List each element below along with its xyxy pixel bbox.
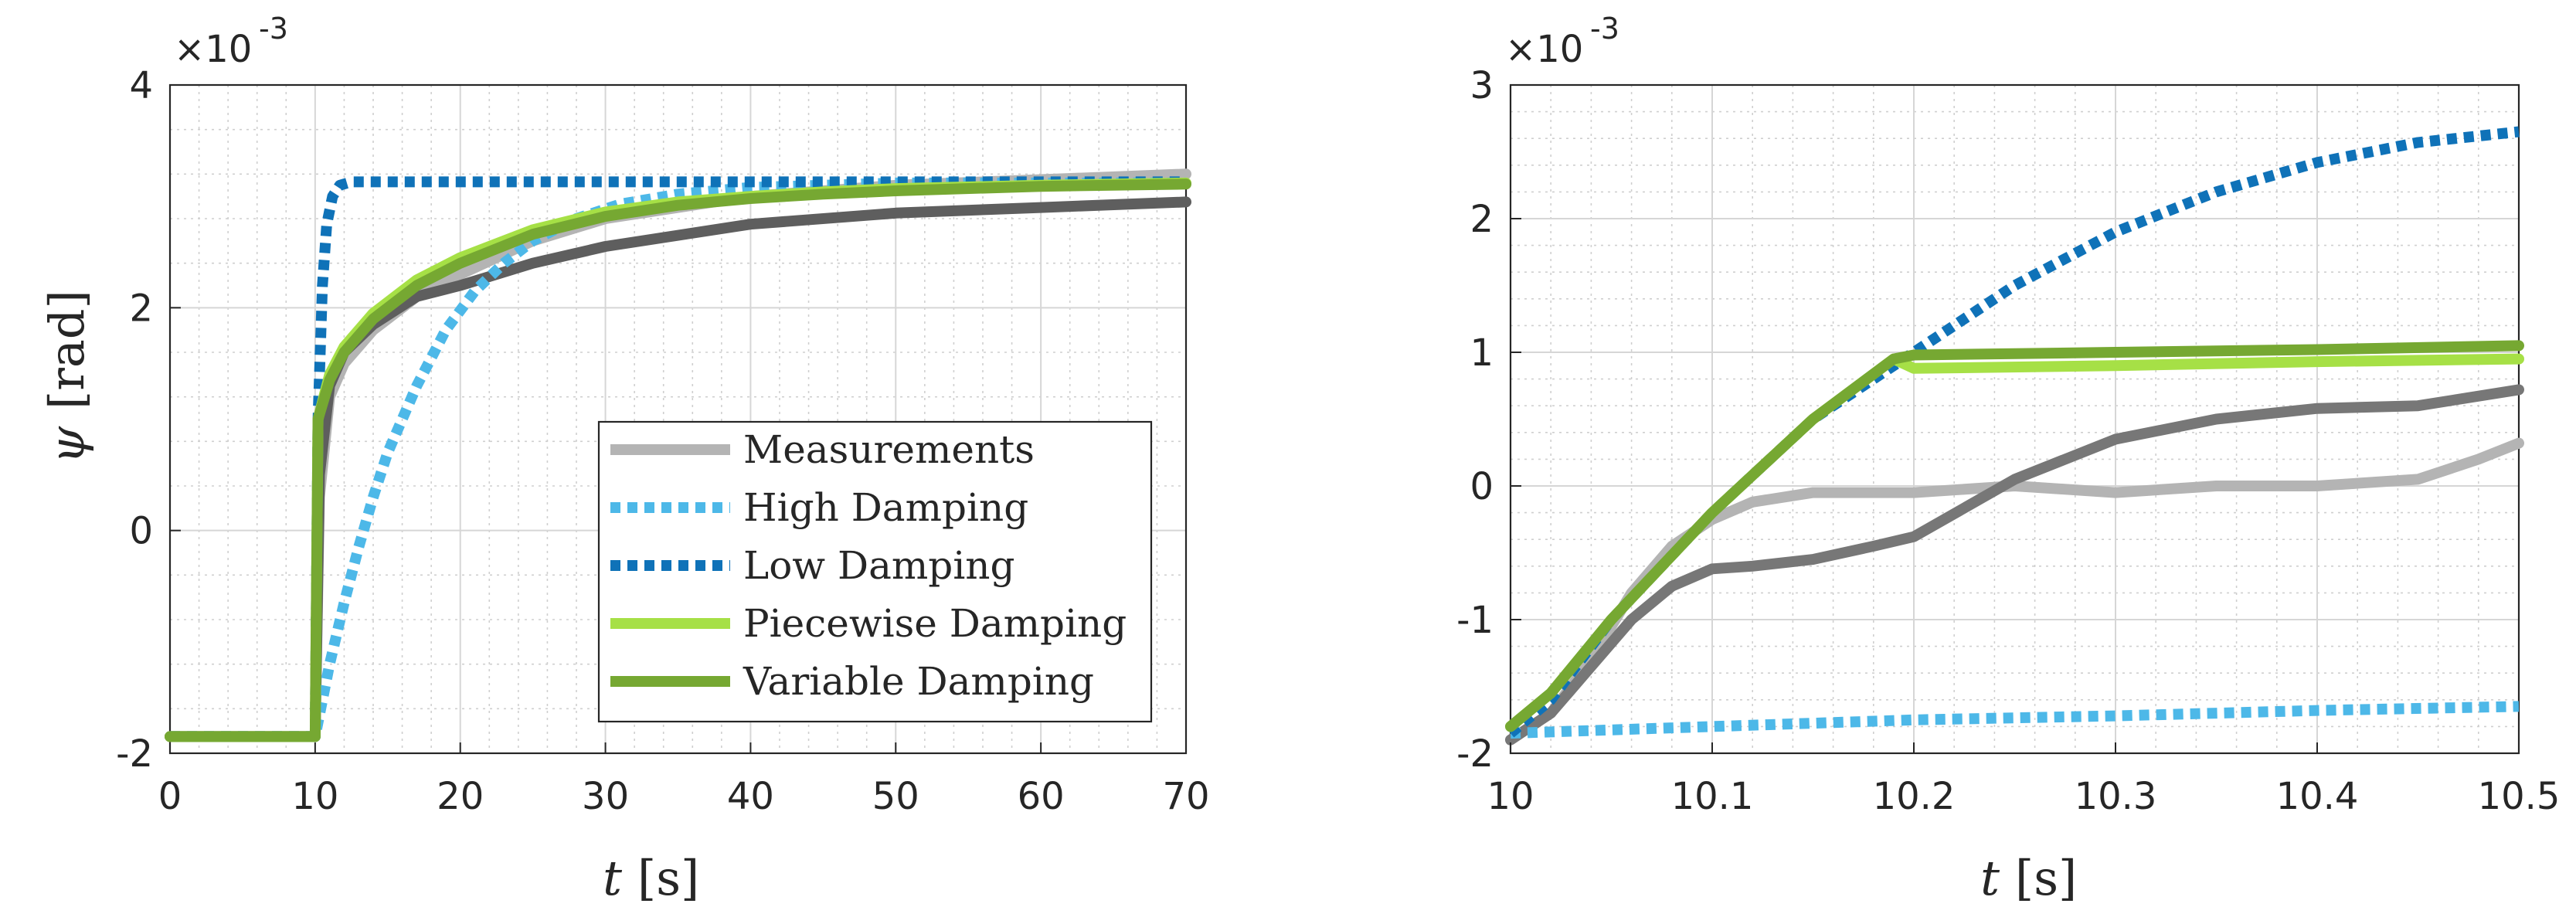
right-x-tick-label: 10.1 (1671, 775, 1754, 818)
right-series-group (1505, 126, 2524, 746)
left-series-low-damping (170, 176, 1186, 742)
right-y-multiplier: ×10 (1505, 28, 1583, 71)
right-series-measurements-run-2 (1505, 384, 2524, 746)
left-x-tick-label: 70 (1162, 775, 1209, 818)
right-xlabel-unit: [s] (2015, 850, 2077, 906)
left-x-tick-label: 20 (437, 775, 484, 818)
right-y-tick-label: 3 (1470, 64, 1494, 107)
right-y-tick-label: 0 (1470, 465, 1494, 508)
right-x-tick-label: 10.5 (2478, 775, 2561, 818)
left-x-tick-label: 40 (727, 775, 774, 818)
legend-label-measurements: Measurements (743, 427, 1035, 472)
left-y-tick-label: 2 (129, 287, 153, 330)
right-grid (1510, 84, 2520, 754)
left-xlabel-var: t (603, 850, 622, 906)
left-y-exponent: -3 (259, 12, 288, 46)
left-series-variable-damping (165, 178, 1191, 742)
legend-box (597, 420, 1153, 723)
left-ylabel-var: ψ (39, 426, 95, 464)
legend-label-high-damping: High Damping (743, 485, 1028, 530)
left-x-tick-label: 10 (291, 775, 338, 818)
right-axes-box (1509, 83, 2520, 755)
left-series-group (165, 168, 1191, 742)
left-x-tick-label: 0 (158, 775, 182, 818)
right-y-tick-label: 1 (1470, 331, 1494, 375)
right-y-exponent: -3 (1590, 12, 1619, 46)
right-x-tick-label: 10 (1487, 775, 1534, 818)
left-ylabel-unit: [rad] (39, 290, 95, 409)
right-series-variable-damping (1505, 340, 2524, 732)
left-y-multiplier: ×10 (174, 28, 252, 71)
left-xlabel-unit: [s] (637, 850, 699, 906)
legend-item-measurements: Measurements (610, 427, 1035, 472)
right-x-tick-label: 10.2 (1873, 775, 1956, 818)
legend-item-high-damping: High Damping (610, 485, 1028, 530)
left-y-tick-label: 4 (129, 64, 153, 107)
right-x-tick-label: 10.4 (2276, 775, 2359, 818)
legend-label-low-damping: Low Damping (743, 543, 1015, 588)
legend-label-variable-damping: Variable Damping (743, 659, 1094, 704)
left-y-tick-label: 0 (129, 510, 153, 553)
right-xlabel-var: t (1980, 850, 2000, 906)
right-y-tick-label: -1 (1456, 599, 1494, 642)
left-series-high-damping (170, 177, 1186, 742)
right-y-tick-label: -2 (1456, 732, 1494, 776)
legend: Measurements High Damping Low Damping Pi… (597, 420, 1153, 723)
left-x-tick-label: 60 (1018, 775, 1065, 818)
right-y-tick-label: 2 (1470, 198, 1494, 241)
legend-label-piecewise-damping: Piecewise Damping (743, 601, 1127, 646)
legend-item-variable-damping: Variable Damping (610, 659, 1094, 704)
left-x-tick-label: 30 (582, 775, 629, 818)
right-series-high-damping (1510, 701, 2520, 739)
right-series-piecewise-damping (1505, 353, 2524, 732)
legend-item-piecewise-damping: Piecewise Damping (610, 601, 1127, 646)
right-x-tick-label: 10.3 (2075, 775, 2157, 818)
left-ylabel: ψ [rad] (39, 290, 95, 464)
left-y-tick-label: -2 (116, 732, 153, 776)
left-x-tick-label: 50 (872, 775, 919, 818)
left-axes-box (168, 83, 1188, 755)
legend-item-low-damping: Low Damping (610, 543, 1015, 588)
right-tick-labels: 10 10.1 10.2 10.3 10.4 10.5 -2 -1 0 1 2 3 (1456, 64, 2560, 818)
